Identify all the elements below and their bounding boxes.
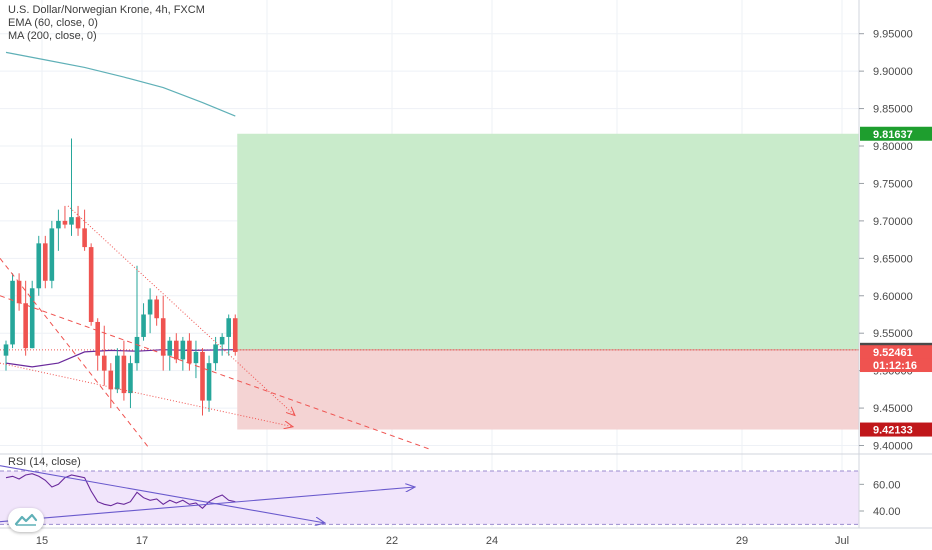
price-label-stop[interactable]: 9.42133 — [860, 422, 932, 437]
candle — [141, 303, 146, 341]
candle — [154, 295, 159, 326]
candle — [62, 205, 68, 229]
dashed-trendline[interactable] — [0, 258, 151, 450]
candle — [29, 280, 35, 349]
candle — [226, 314, 231, 356]
dashed-trendline[interactable] — [0, 295, 431, 450]
time-tick-label: 24 — [486, 535, 498, 547]
dotted-arrow[interactable] — [67, 205, 295, 416]
candle — [232, 314, 238, 356]
ema-legend[interactable]: EMA (60, close, 0) — [8, 17, 98, 29]
price-tick-label: 9.60000 — [873, 291, 913, 303]
candle — [128, 355, 133, 409]
ma-legend[interactable]: MA (200, close, 0) — [8, 30, 97, 42]
price-tick-label: 9.90000 — [873, 66, 913, 78]
time-tick-label: 29 — [736, 535, 748, 547]
rsi-trendline-down[interactable] — [0, 465, 325, 523]
price-tick-label: 9.85000 — [873, 104, 913, 116]
candle — [206, 355, 212, 412]
time-tick-label: Jul — [835, 535, 849, 547]
candle — [213, 336, 218, 371]
trendline-drawings[interactable] — [0, 205, 431, 450]
candle — [121, 340, 127, 401]
price-tick-label: 9.55000 — [873, 328, 913, 340]
candle — [187, 333, 192, 371]
candle — [193, 340, 199, 379]
target-zone[interactable] — [237, 133, 859, 350]
svg-text:01:12:16: 01:12:16 — [873, 360, 917, 372]
candle — [36, 235, 42, 296]
candle — [219, 333, 225, 356]
candle — [82, 209, 87, 251]
candle — [108, 363, 114, 409]
candle — [160, 295, 166, 371]
svg-text:9.81637: 9.81637 — [873, 129, 913, 141]
candles — [3, 138, 238, 416]
rsi-legend[interactable]: RSI (14, close) — [8, 456, 81, 468]
candle — [16, 273, 22, 311]
ma-200-line — [5, 51, 236, 117]
candle — [167, 336, 173, 371]
time-tick-label: 22 — [386, 535, 398, 547]
svg-text:9.52461: 9.52461 — [873, 347, 913, 359]
price-label-current[interactable]: 9.52461 — [860, 345, 932, 360]
price-tick-label: 9.95000 — [873, 29, 913, 41]
candle — [3, 340, 9, 371]
time-axis[interactable]: 1517222429Jul6 — [36, 535, 932, 547]
rsi-tick-label: 40.00 — [873, 506, 901, 518]
candle — [95, 318, 100, 371]
price-label-countdown[interactable]: 01:12:16 — [860, 358, 932, 373]
price-tick-label: 9.70000 — [873, 216, 913, 228]
price-tick-label: 9.80000 — [873, 141, 913, 153]
dotted-arrow[interactable] — [0, 362, 293, 427]
indicator-lines — [5, 51, 236, 368]
stop-zone[interactable] — [237, 349, 859, 430]
tradingview-logo-icon[interactable] — [8, 508, 44, 532]
price-axis[interactable]: 40.0060.009.400009.450009.500009.550009.… — [858, 0, 932, 528]
candle — [147, 288, 153, 334]
candle — [174, 333, 179, 364]
candle — [115, 348, 120, 394]
candle — [75, 205, 81, 236]
candle — [88, 243, 94, 326]
rsi-tick-label: 60.00 — [873, 479, 901, 491]
long-position-tool[interactable] — [0, 133, 859, 430]
price-tick-label: 9.65000 — [873, 253, 913, 265]
symbol-title[interactable]: U.S. Dollar/Norwegian Krone, 4h, FXCM — [8, 4, 205, 16]
candle — [134, 265, 140, 371]
rsi-pane[interactable] — [0, 453, 932, 529]
rsi-line — [5, 473, 236, 510]
candle — [56, 209, 61, 251]
candle — [101, 325, 107, 386]
candle — [200, 348, 205, 416]
time-tick-label: 15 — [36, 535, 48, 547]
rsi-trendline-up[interactable] — [0, 487, 415, 523]
chart-legend: U.S. Dollar/Norwegian Krone, 4h, FXCM EM… — [8, 4, 205, 43]
candle — [43, 235, 48, 289]
price-tick-label: 9.45000 — [873, 403, 913, 415]
price-tick-label: 9.40000 — [873, 441, 913, 453]
svg-text:9.42133: 9.42133 — [873, 425, 913, 437]
price-label-target[interactable]: 9.81637 — [860, 126, 932, 141]
price-tick-label: 9.75000 — [873, 178, 913, 190]
candle — [69, 138, 74, 236]
candle — [10, 273, 15, 349]
candle — [180, 336, 186, 371]
rsi-band — [0, 471, 859, 525]
candle — [23, 280, 28, 356]
candle — [49, 220, 55, 289]
time-tick-label: 17 — [136, 535, 148, 547]
